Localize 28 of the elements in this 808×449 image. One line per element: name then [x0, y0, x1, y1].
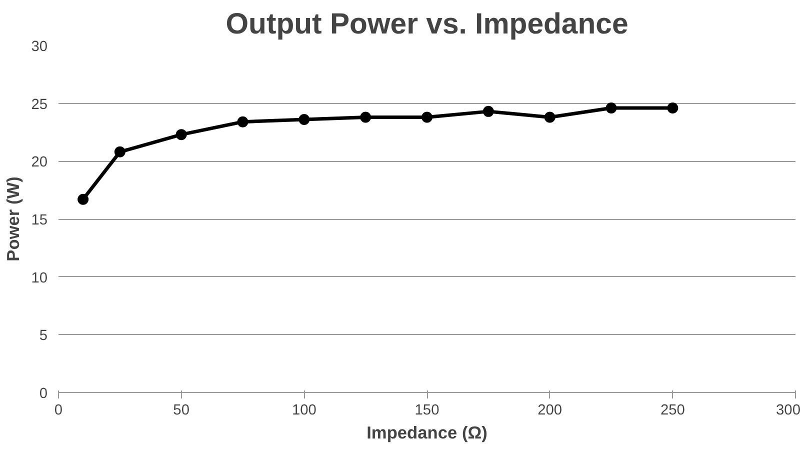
- x-tick-label: 250: [660, 402, 685, 418]
- y-tick-label: 30: [31, 39, 48, 55]
- point: [482, 106, 494, 117]
- x-tick-label: 300: [776, 402, 801, 418]
- y-axis-title: Power (W): [3, 176, 24, 262]
- x-tick-label: 100: [292, 402, 316, 418]
- point: [298, 114, 310, 126]
- point: [114, 146, 126, 158]
- y-tick-label: 10: [31, 270, 48, 286]
- y-tick-label: 25: [31, 96, 48, 113]
- y-tick-label: 15: [31, 212, 48, 228]
- point: [606, 102, 617, 114]
- x-tick-label: 0: [54, 402, 63, 418]
- point: [237, 116, 248, 128]
- x-tick-label: 50: [173, 402, 190, 418]
- y-tick-label: 0: [39, 386, 48, 402]
- point: [78, 194, 89, 205]
- point: [360, 112, 372, 123]
- point: [422, 112, 432, 123]
- x-tick-label: 150: [414, 402, 440, 418]
- y-tick-label: 5: [39, 328, 48, 344]
- x-axis-title: Impedance (Ω): [366, 422, 488, 442]
- chart-title: Output Power vs. Impedance: [226, 8, 628, 40]
- point: [544, 112, 556, 123]
- y-tick-label: 20: [31, 154, 48, 171]
- point: [667, 102, 678, 114]
- point: [176, 129, 187, 140]
- x-tick-label: 200: [538, 402, 562, 418]
